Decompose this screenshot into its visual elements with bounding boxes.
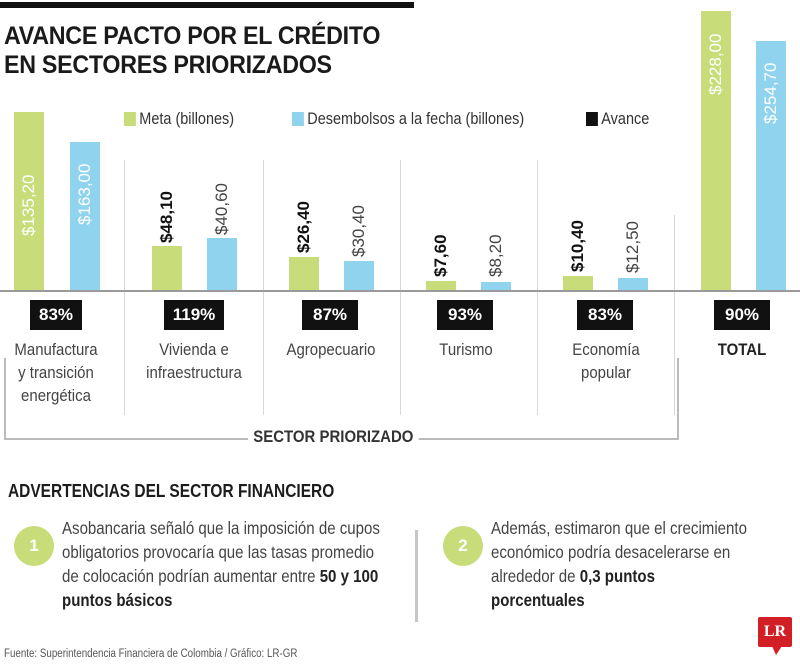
title-line-2: EN SECTORES PRIORIZADOS [4, 51, 332, 79]
advertencia-highlight: 50 y 100 puntos básicos [62, 566, 379, 610]
bar-desembolsos-manufactura [70, 142, 100, 290]
column-separator [537, 160, 538, 415]
advertencia-highlight: 0,3 puntos porcentuales [491, 566, 655, 610]
value-label-meta: $26,40 [294, 201, 313, 253]
bar-meta-agropecuario [289, 257, 319, 290]
x-axis-baseline [0, 290, 800, 292]
legend-label: Avance [601, 109, 650, 128]
bar-desembolsos-vivienda [207, 238, 237, 290]
bar-desembolsos-agropecuario [344, 261, 374, 290]
legend-item-meta: Meta (billones) [124, 108, 234, 130]
value-label-meta: $48,10 [157, 191, 176, 243]
column-separator [400, 160, 401, 415]
legend-swatch-meta [124, 112, 136, 126]
advertencia-body: Asobancaria señaló que la imposición de … [62, 518, 380, 586]
category-label-total: TOTAL [685, 338, 799, 361]
bar-meta-total [701, 11, 731, 290]
bar-meta-turismo [426, 281, 456, 290]
avance-badge: 87% [302, 300, 358, 330]
value-label-desembolsos: $8,20 [486, 234, 505, 277]
bar-meta-manufactura [14, 112, 44, 290]
advertencia-text: Asobancaria señaló que la imposición de … [62, 516, 380, 612]
avance-badge: 90% [714, 300, 770, 330]
bar-desembolsos-turismo [481, 282, 511, 290]
legend-label: Meta (billones) [139, 109, 235, 128]
number-circle-icon: 2 [443, 526, 483, 566]
category-line: Manufactura [14, 340, 98, 359]
category-label-agropecuario: Agropecuario [274, 338, 388, 361]
legend-swatch-avance [586, 112, 598, 126]
category-line: energética [21, 386, 91, 405]
value-label-desembolsos: $254,70 [761, 62, 780, 124]
value-label-meta: $135,20 [19, 174, 38, 236]
avance-badge: 83% [577, 300, 633, 330]
column-separator [674, 215, 675, 415]
category-label-turismo: Turismo [409, 338, 523, 361]
bar-meta-vivienda [152, 246, 182, 290]
category-line: popular [581, 363, 631, 382]
avance-badge: 93% [437, 300, 493, 330]
category-label-economia-popular: Economía popular [549, 338, 663, 384]
value-label-desembolsos: $12,50 [623, 221, 642, 273]
number-circle-icon: 1 [14, 526, 54, 566]
category-line: y transición [18, 363, 94, 382]
bar-chart: $135,20 $163,00 $48,10 $40,60 $26,40 $30… [0, 11, 800, 415]
advertencia-text: Además, estimaron que el crecimiento eco… [491, 516, 749, 612]
legend-item-desembolsos: Desembolsos a la fecha (billones) [292, 108, 524, 130]
value-label-meta: $228,00 [706, 33, 725, 95]
value-label-desembolsos: $163,00 [75, 163, 94, 225]
title-line-1: AVANCE PACTO POR EL CRÉDITO [4, 22, 381, 50]
top-rule [0, 2, 414, 8]
legend-swatch-desembolsos [292, 112, 304, 126]
legend-item-avance: Avance [586, 108, 649, 130]
source-caption: Fuente: Superintendencia Financiera de C… [4, 648, 298, 660]
advertencia-body: Además, estimaron que el crecimiento eco… [491, 518, 747, 586]
lr-logo-icon: LR [758, 617, 792, 655]
category-line: Economía [572, 340, 640, 359]
category-line: infraestructura [146, 363, 242, 382]
advertencias-title: ADVERTENCIAS DEL SECTOR FINANCIERO [8, 481, 335, 501]
bar-desembolsos-economia-popular [618, 278, 648, 290]
value-label-desembolsos: $40,60 [212, 183, 231, 235]
column-separator [263, 160, 264, 415]
legend-label: Desembolsos a la fecha (billones) [307, 109, 525, 128]
category-label-vivienda: Vivienda e infraestructura [137, 338, 251, 384]
value-label-meta: $10,40 [568, 220, 587, 272]
category-line: Vivienda e [159, 340, 229, 359]
column-separator [124, 160, 125, 415]
bracket-label: SECTOR PRIORIZADO [248, 425, 419, 449]
category-line: TOTAL [717, 340, 767, 359]
category-line: Turismo [439, 340, 493, 359]
avance-badge: 119% [164, 300, 224, 330]
avance-badge: 83% [30, 300, 82, 330]
chart-title: AVANCE PACTO POR EL CRÉDITO EN SECTORES … [4, 22, 380, 80]
value-label-meta: $7,60 [431, 234, 450, 277]
bar-desembolsos-total [756, 41, 786, 290]
bar-meta-economia-popular [563, 276, 593, 290]
category-line: Agropecuario [286, 340, 376, 359]
advertencias-divider [415, 530, 418, 622]
value-label-desembolsos: $30,40 [349, 205, 368, 257]
category-label-manufactura: Manufactura y transición energética [0, 338, 113, 407]
